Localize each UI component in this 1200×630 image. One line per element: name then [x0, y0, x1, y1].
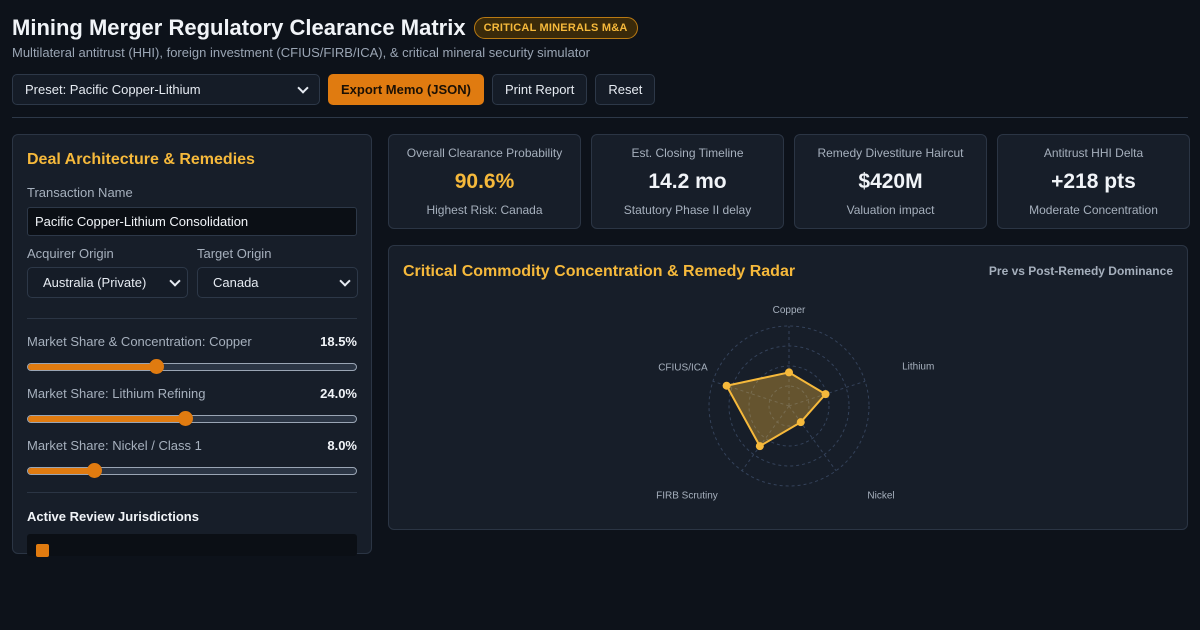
copper-share-slider[interactable] — [27, 359, 357, 374]
slider-thumb[interactable] — [178, 411, 194, 426]
slider-fill — [28, 468, 94, 474]
page-title: Mining Merger Regulatory Clearance Matri… — [12, 15, 466, 40]
radar-data-point — [796, 418, 805, 427]
lithium-share-slider[interactable] — [27, 411, 357, 426]
radar-grid-ring — [708, 325, 870, 487]
card-subtext: Moderate Concentration — [1029, 203, 1158, 217]
page-header: Mining Merger Regulatory Clearance Matri… — [12, 14, 1188, 60]
slider-label: Market Share & Concentration: Copper — [27, 334, 252, 349]
preset-select[interactable]: Preset: Pacific Copper-Lithium — [12, 74, 320, 105]
slider-value: 8.0% — [327, 438, 357, 453]
radar-data-point — [785, 368, 793, 377]
transaction-name-label: Transaction Name — [27, 185, 133, 200]
slider-value: 18.5% — [320, 334, 357, 349]
card-label: Est. Closing Timeline — [631, 146, 744, 160]
print-report-button[interactable]: Print Report — [492, 74, 588, 105]
radar-grid-ring — [768, 385, 810, 427]
jurisdiction-checkbox[interactable] — [36, 544, 49, 557]
jurisdiction-row[interactable] — [27, 534, 357, 557]
closing-timeline-card: Est. Closing Timeline 14.2 mo Statutory … — [591, 134, 784, 229]
category-badge: CRITICAL MINERALS M&A — [473, 17, 638, 39]
nickel-share-slider-group: Market Share: Nickel / Class 1 8.0% — [27, 438, 357, 490]
radar-axis-label: Lithium — [902, 361, 934, 372]
slider-thumb[interactable] — [86, 463, 102, 478]
slider-fill — [28, 364, 156, 370]
radar-grid-ring — [748, 365, 830, 447]
target-origin-label: Target Origin — [197, 246, 272, 261]
panel-title: Deal Architecture & Remedies — [27, 151, 255, 168]
lithium-share-slider-group: Market Share: Lithium Refining 24.0% — [27, 386, 357, 438]
chevron-down-icon — [169, 274, 181, 287]
acquirer-origin-select[interactable]: Australia (Private) — [27, 267, 188, 298]
radar-axis-line — [741, 405, 790, 472]
card-value: $420M — [858, 170, 923, 193]
export-memo-button[interactable]: Export Memo (JSON) — [328, 74, 485, 105]
target-origin-value: Canada — [213, 275, 259, 290]
radar-axis-label: FIRB Scrutiny — [656, 491, 718, 502]
page-subtitle: Multilateral antitrust (HHI), foreign in… — [12, 45, 590, 60]
radar-axis-line — [788, 380, 866, 407]
card-label: Antitrust HHI Delta — [1043, 146, 1144, 160]
reset-button[interactable]: Reset — [595, 74, 656, 105]
radar-data-point — [722, 381, 731, 390]
preset-select-value: Preset: Pacific Copper-Lithium — [25, 82, 201, 97]
acquirer-origin-label: Acquirer Origin — [27, 246, 114, 261]
radar-axis-label: CFIUS/ICA — [658, 362, 708, 373]
card-label: Remedy Divestiture Haircut — [817, 146, 964, 160]
radar-title: Critical Commodity Concentration & Remed… — [403, 263, 796, 280]
transaction-name-input[interactable]: Pacific Copper-Lithium Consolidation — [27, 207, 357, 236]
card-value: 90.6% — [454, 170, 515, 193]
chevron-down-icon — [297, 81, 309, 94]
acquirer-origin-value: Australia (Private) — [43, 275, 147, 290]
deal-architecture-panel: Deal Architecture & Remedies Transaction… — [12, 134, 372, 557]
radar-axis-line — [788, 405, 837, 472]
divestiture-haircut-card: Remedy Divestiture Haircut $420M Valuati… — [794, 134, 987, 229]
nickel-share-slider[interactable] — [27, 463, 357, 478]
card-subtext: Valuation impact — [846, 203, 935, 217]
card-label: Overall Clearance Probability — [406, 146, 563, 160]
metric-cards: Overall Clearance Probability 90.6% High… — [388, 134, 1190, 229]
radar-axis-label: Copper — [773, 305, 806, 316]
slider-label: Market Share: Lithium Refining — [27, 386, 206, 401]
radar-panel: Critical Commodity Concentration & Remed… — [388, 245, 1188, 530]
toolbar: Preset: Pacific Copper-Lithium Export Me… — [12, 74, 656, 105]
radar-data-point — [755, 442, 764, 451]
card-subtext: Highest Risk: Canada — [426, 203, 543, 217]
card-value: 14.2 mo — [648, 170, 727, 193]
radar-series-area — [725, 371, 828, 448]
radar-data-point — [821, 390, 830, 399]
target-origin-select[interactable]: Canada — [197, 267, 358, 298]
hhi-delta-card: Antitrust HHI Delta +218 pts Moderate Co… — [997, 134, 1190, 229]
slider-value: 24.0% — [320, 386, 357, 401]
copper-share-slider-group: Market Share & Concentration: Copper 18.… — [27, 334, 357, 386]
slider-label: Market Share: Nickel / Class 1 — [27, 438, 202, 453]
radar-legend: Pre vs Post-Remedy Dominance — [988, 264, 1173, 278]
section-divider — [27, 492, 357, 493]
header-divider — [12, 117, 1188, 118]
chevron-down-icon — [339, 274, 351, 287]
card-subtext: Statutory Phase II delay — [623, 203, 752, 217]
clearance-probability-card: Overall Clearance Probability 90.6% High… — [388, 134, 581, 229]
slider-thumb[interactable] — [148, 359, 164, 374]
section-divider — [27, 318, 357, 319]
jurisdictions-title: Active Review Jurisdictions — [27, 509, 199, 524]
radar-axis-label: Nickel — [867, 491, 894, 502]
card-value: +218 pts — [1051, 170, 1136, 193]
radar-chart: Copper Lithium Nickel FIRB Scrutiny CFIUS/IC… — [656, 305, 934, 502]
slider-fill — [28, 416, 186, 422]
